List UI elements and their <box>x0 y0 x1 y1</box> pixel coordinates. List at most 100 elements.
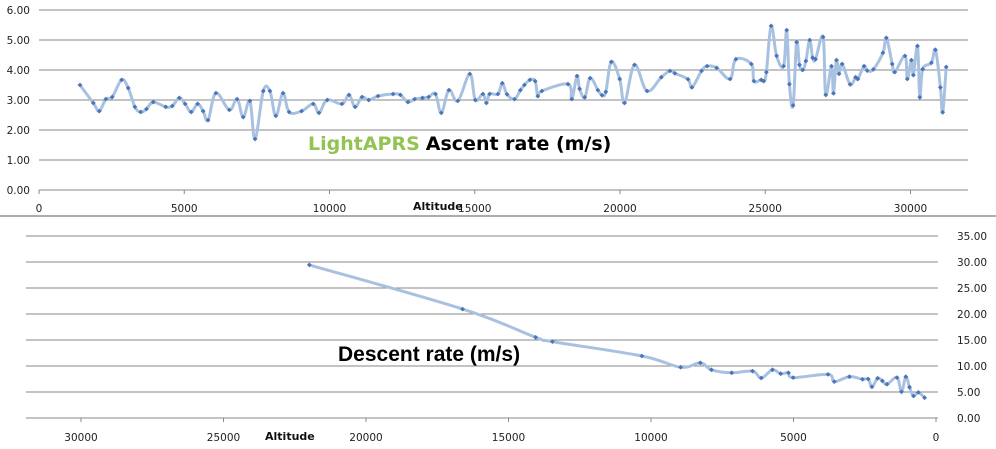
data-point <box>860 376 865 382</box>
chart-title: LightAPRS Ascent rate (m/s) <box>308 133 611 155</box>
data-point <box>622 100 627 106</box>
data-point <box>132 104 138 110</box>
data-point <box>917 94 923 100</box>
data-point <box>390 91 396 97</box>
series-line <box>78 24 948 141</box>
data-point <box>467 71 473 77</box>
data-point <box>632 62 637 68</box>
data-point <box>426 94 431 100</box>
y-tick-label: 20.00 <box>957 309 987 321</box>
data-point <box>587 75 593 81</box>
data-point <box>904 76 910 82</box>
data-point <box>366 97 372 103</box>
data-point <box>786 370 791 376</box>
data-point <box>324 97 330 103</box>
data-point <box>484 100 489 106</box>
data-point <box>234 96 240 102</box>
data-point <box>915 43 920 49</box>
data-point <box>103 96 109 102</box>
data-point <box>252 136 258 142</box>
data-point <box>751 78 757 84</box>
data-point <box>678 364 683 370</box>
data-point <box>870 67 876 72</box>
data-point <box>499 80 505 86</box>
y-tick-label: 0.00 <box>957 413 980 425</box>
data-point <box>582 94 588 100</box>
x-tick-label: 15000 <box>492 432 525 444</box>
data-point <box>346 92 352 98</box>
data-point <box>306 262 312 268</box>
y-tick-label: 15.00 <box>957 335 987 347</box>
data-point <box>940 109 946 115</box>
data-point <box>532 78 538 84</box>
data-point <box>807 37 813 43</box>
y-tick-label: 6.00 <box>7 5 30 17</box>
data-point <box>829 63 834 69</box>
data-point <box>182 101 188 107</box>
data-point <box>569 96 575 102</box>
data-point <box>550 339 555 344</box>
y-tick-label: 25.00 <box>957 283 987 295</box>
data-point <box>689 85 695 90</box>
data-point <box>929 60 934 66</box>
data-point <box>933 47 938 53</box>
data-point <box>839 61 845 67</box>
data-point <box>260 88 266 94</box>
x-tick-label: 30000 <box>894 203 927 215</box>
x-tick-label: 10000 <box>634 432 667 444</box>
x-tick-label: 5000 <box>780 432 807 444</box>
data-point <box>938 85 943 90</box>
data-point <box>247 98 253 104</box>
data-point <box>398 92 403 98</box>
data-point <box>853 74 858 80</box>
data-point <box>375 93 381 99</box>
data-point <box>460 306 465 312</box>
data-point <box>512 96 517 102</box>
data-point <box>774 53 779 59</box>
data-point <box>758 375 764 381</box>
data-point <box>803 58 809 64</box>
data-point <box>195 101 200 107</box>
x-tick-label: 30000 <box>64 432 97 444</box>
x-tick-label: 25000 <box>207 432 240 444</box>
data-point <box>608 59 614 65</box>
y-tick-label: 5.00 <box>957 387 980 399</box>
data-point <box>352 104 358 110</box>
data-point <box>778 371 784 377</box>
data-point <box>603 89 609 95</box>
data-point <box>316 110 322 116</box>
data-point <box>834 57 839 63</box>
data-point <box>533 334 538 340</box>
y-tick-label: 35.00 <box>957 231 987 243</box>
data-point <box>875 375 880 381</box>
data-point <box>577 86 582 92</box>
data-point <box>535 93 541 99</box>
data-point <box>299 108 304 114</box>
data-point <box>144 106 149 112</box>
data-point <box>813 56 818 62</box>
data-point <box>825 372 831 377</box>
data-point <box>480 91 486 97</box>
data-point <box>455 98 461 104</box>
data-point <box>574 73 580 79</box>
data-point <box>188 109 194 115</box>
data-point <box>831 91 836 96</box>
data-point <box>748 61 754 67</box>
data-point <box>894 375 900 380</box>
data-point <box>750 368 755 374</box>
data-point <box>836 71 842 77</box>
y-tick-label: 5.00 <box>7 35 30 47</box>
data-point <box>902 53 908 59</box>
data-point <box>412 96 417 102</box>
x-tick-label: 25000 <box>749 203 782 215</box>
descent-rate-chart: 0.00 5.00 10.00 15.00 20.00 25.00 30.00 35.00 30… <box>26 231 987 444</box>
y-tick-label: 2.00 <box>7 125 30 137</box>
data-point <box>787 81 792 87</box>
data-point <box>96 108 102 114</box>
data-point <box>865 376 871 382</box>
data-point <box>518 87 523 93</box>
data-point <box>267 88 273 94</box>
data-point <box>909 57 914 63</box>
data-point <box>797 62 802 68</box>
x-tick-label: 0 <box>933 432 940 444</box>
